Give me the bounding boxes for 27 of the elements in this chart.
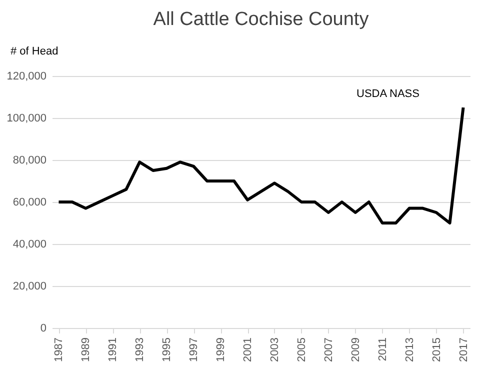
- x-tick-label: 1987: [53, 338, 66, 362]
- y-tick-label: 20,000: [12, 280, 46, 292]
- x-tick-label: 1991: [107, 338, 120, 362]
- x-tick-label: 1989: [80, 338, 92, 362]
- x-tick-label: 2015: [430, 338, 443, 362]
- x-tick-label: 2001: [242, 338, 254, 362]
- y-tick-label: 60,000: [12, 196, 46, 208]
- x-tick-label: 2013: [404, 338, 416, 362]
- x-tick-label: 2011: [376, 338, 389, 362]
- x-tick-label: 2007: [322, 338, 335, 362]
- line-series: [57, 106, 465, 224]
- y-axis-title: # of Head: [10, 46, 58, 58]
- y-tick-label: 0: [40, 322, 46, 334]
- x-tick-label: 1995: [161, 338, 174, 362]
- annotation: USDA NASS: [356, 88, 420, 100]
- y-tick-label: 100,000: [6, 112, 46, 124]
- y-tick-label: 40,000: [12, 238, 46, 250]
- y-tick-label: 80,000: [12, 154, 46, 166]
- x-tick-label: 1999: [215, 338, 228, 362]
- chart-title: All Cattle Cochise County: [153, 9, 370, 30]
- x-tick-label: 2009: [350, 338, 362, 362]
- x-tick-label: 2017: [458, 338, 470, 362]
- x-tick-label: 1993: [134, 338, 146, 362]
- y-tick-label: 120,000: [6, 70, 46, 82]
- x-tick-label: 2003: [268, 338, 281, 362]
- x-tick-label: 2005: [296, 338, 308, 362]
- x-tick-label: 1997: [188, 338, 200, 362]
